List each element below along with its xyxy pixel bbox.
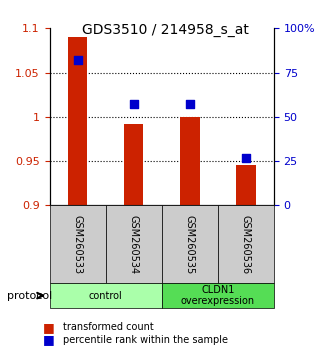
Text: percentile rank within the sample: percentile rank within the sample bbox=[63, 335, 228, 345]
Text: transformed count: transformed count bbox=[63, 322, 153, 332]
Bar bbox=[124, 124, 144, 205]
Bar bbox=[180, 117, 200, 205]
Text: ■: ■ bbox=[43, 333, 55, 346]
Bar bbox=[236, 166, 256, 205]
Point bbox=[243, 155, 248, 160]
Text: GDS3510 / 214958_s_at: GDS3510 / 214958_s_at bbox=[82, 23, 248, 37]
Point bbox=[131, 102, 136, 107]
Text: ■: ■ bbox=[43, 321, 55, 334]
Bar bbox=[68, 37, 87, 205]
Text: protocol: protocol bbox=[7, 291, 52, 301]
Text: GSM260536: GSM260536 bbox=[241, 215, 251, 274]
Text: GSM260535: GSM260535 bbox=[185, 215, 195, 274]
Text: CLDN1
overexpression: CLDN1 overexpression bbox=[181, 285, 255, 307]
Text: GSM260534: GSM260534 bbox=[129, 215, 139, 274]
Text: GSM260533: GSM260533 bbox=[73, 215, 82, 274]
Point bbox=[75, 57, 80, 63]
Text: control: control bbox=[89, 291, 122, 301]
Point bbox=[187, 102, 192, 107]
